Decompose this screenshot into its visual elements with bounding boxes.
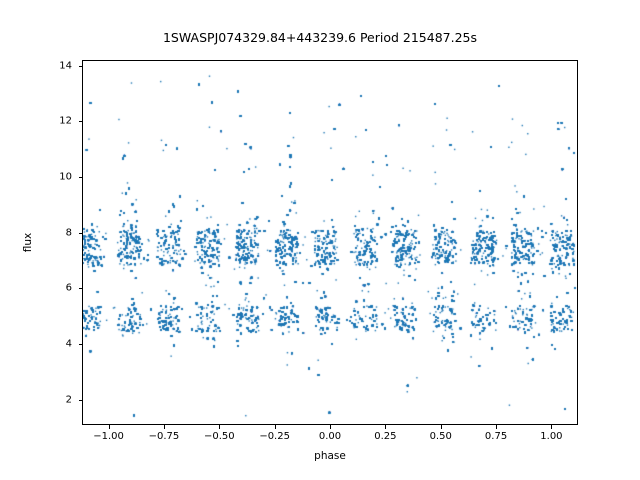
- y-tick-mark: [78, 232, 82, 234]
- scatter-plot-canvas: [83, 61, 577, 424]
- y-tick-label: 12: [59, 115, 72, 127]
- x-tick-label: −0.75: [148, 431, 180, 442]
- x-tick-mark: [108, 425, 110, 429]
- y-tick-mark: [78, 344, 82, 346]
- x-tick-label: 0.50: [429, 431, 452, 442]
- y-tick-mark: [78, 65, 82, 67]
- y-axis-label: flux: [22, 232, 34, 253]
- page-title: 1SWASPJ074329.84+443239.6 Period 215487.…: [162, 30, 478, 45]
- x-tick-label: −0.50: [203, 431, 235, 442]
- x-tick-mark: [163, 425, 165, 429]
- y-tick-mark: [78, 288, 82, 290]
- y-tick-label: 4: [65, 338, 72, 350]
- x-axis-label: phase: [314, 450, 346, 462]
- x-tick-label: −0.25: [259, 431, 290, 442]
- x-tick-label: 0.00: [318, 431, 342, 442]
- x-tick-mark: [385, 425, 387, 429]
- y-tick-label: 14: [59, 60, 72, 72]
- y-tick-label: 6: [65, 282, 72, 294]
- x-tick-mark: [219, 425, 221, 429]
- x-tick-label: −1.00: [93, 431, 124, 442]
- y-tick-label: 10: [59, 171, 72, 183]
- x-tick-label: 0.25: [374, 431, 397, 442]
- y-tick-mark: [78, 121, 82, 123]
- x-tick-mark: [440, 425, 442, 429]
- x-tick-mark: [551, 425, 553, 429]
- y-tick-mark: [78, 177, 82, 179]
- x-tick-label: 0.75: [484, 431, 508, 442]
- y-tick-label: 8: [65, 227, 72, 239]
- x-tick-mark: [330, 425, 331, 429]
- y-tick-label: 2: [65, 394, 72, 406]
- x-tick-mark: [496, 425, 498, 429]
- plot-axes-area: [82, 60, 578, 425]
- x-tick-label: 1.00: [540, 431, 563, 442]
- y-tick-mark: [78, 399, 82, 401]
- x-tick-mark: [274, 425, 276, 429]
